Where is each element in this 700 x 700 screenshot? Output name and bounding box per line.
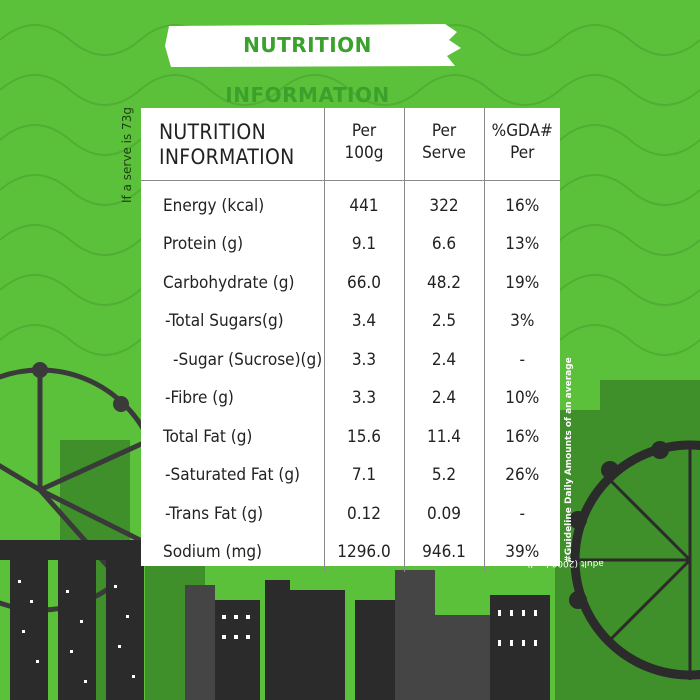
table-row: -Sugar (Sucrose)(g) 3.3 2.4 - [141, 340, 560, 379]
table-row: -Saturated Fat (g) 7.1 5.2 26% [141, 456, 560, 495]
row-label: -Fibre (g) [165, 388, 234, 409]
table-row: Protein (g) 9.1 6.6 13% [141, 225, 560, 264]
row-label: -Trans Fat (g) [165, 503, 264, 524]
cell-per-serve: 48.2 [403, 263, 484, 302]
cell-per-100g: 3.3 [323, 340, 404, 379]
gda-footnote-bold: #Guideline Daily Amounts of an average [564, 357, 574, 563]
cell-per-serve: 946.1 [403, 533, 484, 572]
cell-per-100g: 3.3 [323, 379, 404, 418]
cell-gda: - [483, 494, 560, 533]
table-row: Carbohydrate (g) 66.0 48.2 19% [141, 263, 560, 302]
row-label: Energy (kcal) [163, 195, 265, 216]
table-title-line: NUTRITION [159, 120, 266, 144]
serve-size-text: If a serve is 73g [120, 107, 134, 203]
cell-per-100g: 441 [323, 180, 404, 225]
column-header-per-serve: Per Serve [403, 108, 484, 181]
nutrition-table-panel: NUTRITION INFORMATION Per 100g Per Serve… [141, 108, 560, 572]
cell-gda: 19% [483, 263, 560, 302]
cell-per-100g: 0.12 [323, 494, 404, 533]
table-row: -Total Sugars(g) 3.4 2.5 3% [141, 302, 560, 341]
cell-gda: 16% [483, 180, 560, 225]
row-label: -Total Sugars(g) [165, 311, 284, 332]
cell-gda: 16% [483, 417, 560, 456]
table-header-row: NUTRITION INFORMATION Per 100g Per Serve… [141, 108, 560, 181]
column-header-line: %GDA# [491, 121, 553, 141]
cell-per-serve: 6.6 [403, 225, 484, 264]
column-header-line: Per [351, 121, 377, 141]
table-row: Total Fat (g) 15.6 11.4 16% [141, 417, 560, 456]
cell-gda: 10% [483, 379, 560, 418]
row-label: Total Fat (g) [163, 426, 253, 447]
cell-per-serve: 2.4 [403, 379, 484, 418]
cell-per-100g: 15.6 [323, 417, 404, 456]
row-label: Carbohydrate (g) [163, 272, 295, 293]
row-label: -Saturated Fat (g) [165, 465, 301, 486]
row-label: Sodium (mg) [163, 542, 263, 563]
gda-footnote-text: #Guideline Daily Amounts of an average a… [524, 357, 604, 568]
cell-gda: 26% [483, 456, 560, 495]
cell-gda: 39% [483, 533, 560, 572]
cell-per-100g: 66.0 [323, 263, 404, 302]
table-row: -Fibre (g) 3.3 2.4 10% [141, 379, 560, 418]
cell-per-serve: 2.5 [403, 302, 484, 341]
column-header-line: Per [510, 143, 535, 163]
cell-per-serve: 322 [403, 180, 484, 225]
table-row: -Trans Fat (g) 0.12 0.09 - [141, 494, 560, 533]
column-header-line: Per [431, 121, 457, 141]
cell-gda: - [483, 340, 560, 379]
cell-gda: 3% [483, 302, 560, 341]
table-title-line: INFORMATION [159, 145, 295, 169]
cell-gda: 13% [483, 225, 560, 264]
cell-per-serve: 2.4 [403, 340, 484, 379]
table-row: Sodium (mg) 1296.0 946.1 39% [141, 533, 560, 572]
column-header-line: Serve [422, 143, 466, 163]
cell-per-100g: 3.4 [323, 302, 404, 341]
cell-per-100g: 9.1 [323, 225, 404, 264]
column-header-per-100g: Per 100g [323, 108, 404, 181]
nutrition-table: NUTRITION INFORMATION Per 100g Per Serve… [141, 108, 560, 572]
banner-brush-shape [165, 24, 461, 67]
cell-per-serve: 0.09 [403, 494, 484, 533]
row-label: -Sugar (Sucrose)(g) [173, 349, 323, 370]
table-row: Energy (kcal) 441 322 16% [141, 180, 560, 225]
cell-per-serve: 11.4 [403, 417, 484, 456]
column-header-gda: %GDA# Per [483, 108, 560, 181]
title-banner: NUTRITION INFORMATION [165, 20, 465, 107]
table-title: NUTRITION INFORMATION [141, 108, 324, 181]
cell-per-100g: 1296.0 [323, 533, 404, 572]
row-label: Protein (g) [163, 234, 244, 255]
banner-title: NUTRITION INFORMATION [225, 33, 390, 107]
cell-per-100g: 7.1 [323, 456, 404, 495]
column-header-line: 100g [344, 143, 384, 163]
cell-per-serve: 5.2 [403, 456, 484, 495]
